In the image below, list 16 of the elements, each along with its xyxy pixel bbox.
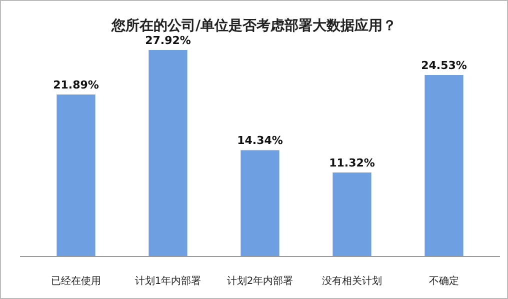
bar xyxy=(424,75,464,256)
x-tick-label: 没有相关计划 xyxy=(322,275,382,287)
x-tick-label: 已经在使用 xyxy=(51,275,101,287)
x-tick-label: 不确定 xyxy=(429,275,459,287)
data-label: 21.89% xyxy=(53,78,99,92)
x-tick-label: 计划1年内部署 xyxy=(134,275,202,287)
bar xyxy=(148,50,188,256)
chart-title: 您所在的公司/单位是否考虑部署大数据应用？ xyxy=(110,17,397,34)
bar xyxy=(332,172,372,256)
data-label: 24.53% xyxy=(421,59,467,72)
data-label: 11.32% xyxy=(329,156,375,170)
x-tick-label: 计划2年内部署 xyxy=(226,275,294,287)
bar xyxy=(56,94,96,256)
data-label: 14.34% xyxy=(237,134,283,148)
data-label: 27.92% xyxy=(145,34,191,47)
bar xyxy=(240,150,280,256)
